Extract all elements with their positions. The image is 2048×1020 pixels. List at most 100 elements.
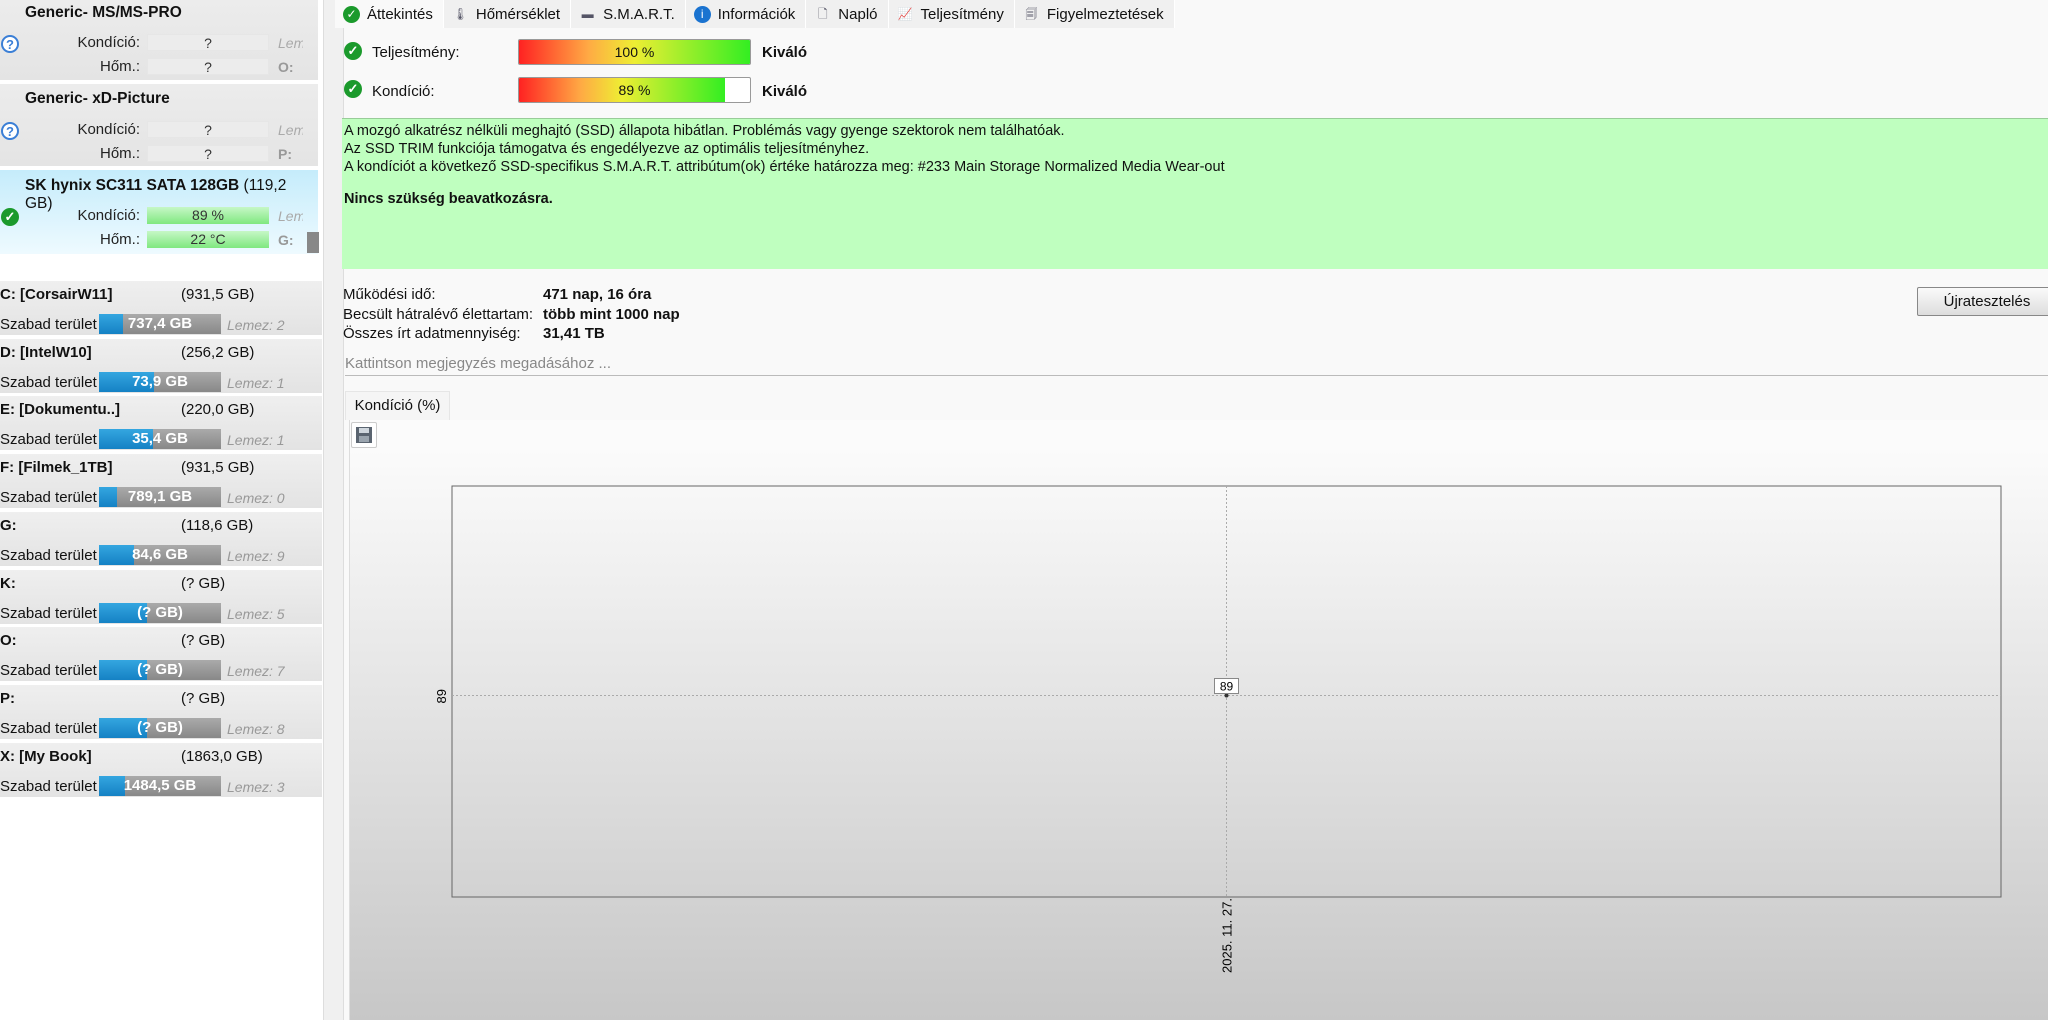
temp-value: 22 °C (147, 231, 269, 248)
free-space-label: Szabad terület (0, 719, 97, 737)
tab-performance-chart[interactable]: 📈 Teljesítmény (888, 0, 1015, 28)
panel-splitter[interactable] (324, 0, 344, 1020)
disk-number: Lemez: 2 (227, 317, 285, 333)
check-icon: ✓ (344, 42, 362, 60)
drive-size: (931,5 GB) (181, 459, 255, 477)
drive-item[interactable]: K: (? GB) Szabad terület (? GB) Lemez: 5 (0, 569, 322, 626)
tab-alerts[interactable]: 🗐 Figyelmeztetések (1014, 0, 1175, 28)
device-item-xd-picture[interactable]: Generic- xD-Picture ? Kondíció: ? Lem Hő… (0, 84, 318, 168)
drive-item[interactable]: O: (? GB) Szabad terület (? GB) Lemez: 7 (0, 627, 322, 684)
drive-item[interactable]: G: (118,6 GB) Szabad terület 84,6 GB Lem… (0, 511, 322, 568)
temp-value: ? (147, 58, 269, 75)
drive-letter: P: (278, 146, 292, 162)
free-space-value: 73,9 GB (132, 372, 188, 390)
disk-number: Lemez: 9 (227, 547, 285, 564)
drive-item[interactable]: E: [Dokumentu..] (220,0 GB) Szabad terül… (0, 396, 322, 453)
free-space-bar: (? GB) (99, 717, 221, 738)
performance-bar: 100 % (518, 39, 751, 65)
tab-label: Figyelmeztetések (1046, 5, 1164, 23)
drive-name: F: [Filmek_1TB] (0, 459, 113, 477)
condition-label: Kondíció: (77, 34, 140, 51)
drive-name: K: (0, 574, 16, 592)
message-action: Nincs szükség beavatkozásra. (344, 191, 553, 207)
condition-bar-fill (519, 78, 725, 102)
free-space-label: Szabad terület (0, 489, 97, 507)
drive-name: X: [My Book] (0, 747, 92, 765)
free-space-value: (? GB) (137, 603, 183, 621)
disk-label: Lem (278, 122, 303, 138)
scrollbar-thumb[interactable] (307, 232, 319, 253)
drive-size: (118,6 GB) (181, 516, 254, 534)
free-space-label: Szabad terület (0, 777, 97, 795)
x-tick-label: 2025. 11. 27. (1220, 898, 1235, 973)
lifetime-value: több mint 1000 nap (543, 306, 680, 323)
drive-item[interactable]: P: (? GB) Szabad terület (? GB) Lemez: 8 (0, 684, 322, 741)
free-space-bar: 73,9 GB (99, 371, 221, 392)
temp-label: Hőm.: (99, 58, 140, 75)
free-space-bar: 1484,5 GB (99, 775, 221, 796)
tab-label: Áttekintés (367, 5, 433, 23)
drive-item[interactable]: C: [CorsairW11] (931,5 GB) Szabad terüle… (0, 281, 322, 337)
note-input[interactable]: Kattintson megjegyzés megadásához ... (345, 352, 2048, 376)
disk-label: Lem (278, 35, 303, 51)
used-space-fill (99, 371, 154, 392)
free-space-bar: 789,1 GB (99, 487, 221, 508)
drive-letter: O: (278, 59, 294, 75)
drive-item[interactable]: X: [My Book] (1863,0 GB) Szabad terület … (0, 742, 322, 799)
tab-info[interactable]: i Információk (685, 0, 807, 28)
tab-check[interactable]: ✓ Áttekintés (335, 0, 444, 28)
condition-value: ? (147, 121, 269, 138)
free-space-label: Szabad terület (0, 546, 97, 564)
message-line: Az SSD TRIM funkciója támogatva és enged… (344, 141, 870, 157)
tab-condition-chart[interactable]: Kondíció (%) (345, 391, 450, 420)
tab-label: S.M.A.R.T. (603, 5, 675, 23)
condition-label: Kondíció: (77, 207, 140, 224)
tab-label: Napló (838, 5, 878, 23)
performance-chart-icon: 📈 (897, 6, 913, 21)
used-space-fill (99, 775, 125, 796)
drive-item[interactable]: F: [Filmek_1TB] (931,5 GB) Szabad terüle… (0, 454, 322, 511)
tab-drive[interactable]: ▬ S.M.A.R.T. (571, 0, 686, 28)
free-space-value: 35,4 GB (132, 430, 188, 448)
retest-button[interactable]: Újratesztelés (1917, 287, 2048, 316)
free-space-label: Szabad terület (0, 604, 97, 622)
condition-label: Kondíció: (77, 121, 140, 138)
tab-label: Információk (717, 5, 796, 23)
check-icon: ✓ (1, 208, 19, 226)
drive-size: (1863,0 GB) (181, 747, 263, 765)
drive-size: (931,5 GB) (181, 286, 255, 303)
save-icon[interactable] (351, 422, 377, 448)
temp-value: ? (147, 145, 269, 162)
drive-name: G: (0, 516, 17, 534)
tab-thermometer[interactable]: 🌡 Hőmérséklet (443, 0, 572, 28)
drive-size: (256,2 GB) (181, 343, 255, 361)
condition-rating: Kiváló (762, 83, 808, 100)
question-icon: ? (1, 35, 19, 53)
device-item-sk-hynix[interactable]: SK hynix SC311 SATA 128GB (119,2 GB) ✓ K… (0, 170, 318, 256)
drive-size: (? GB) (181, 632, 226, 650)
document-icon: 🗋 (817, 6, 828, 21)
drive-item[interactable]: D: [IntelW10] (256,2 GB) Szabad terület … (0, 338, 322, 395)
disk-number: Lemez: 3 (227, 778, 285, 795)
performance-label: Teljesítmény: (372, 44, 460, 61)
drive-name: P: (0, 689, 15, 707)
written-value: 31,41 TB (543, 325, 605, 342)
check-icon: ✓ (344, 80, 362, 98)
disk-number: Lemez: 8 (227, 720, 285, 737)
used-space-fill (99, 544, 135, 565)
disk-number: Lemez: 7 (227, 663, 285, 680)
free-space-label: Szabad terület (0, 373, 97, 391)
used-space-fill (99, 717, 147, 738)
device-item-ms-pro[interactable]: Generic- MS/MS-PRO ? Kondíció: ? Lem Hőm… (0, 0, 318, 82)
data-label: 89 (1220, 680, 1234, 694)
disk-number: Lemez: 1 (227, 374, 285, 391)
condition-label: Kondíció: (372, 83, 435, 100)
data-point (1224, 693, 1229, 698)
free-space-value: 737,4 GB (127, 315, 193, 332)
drive-name: D: [IntelW10] (0, 343, 92, 361)
device-name: Generic- xD-Picture (25, 90, 170, 107)
thermometer-icon: 🌡 (452, 6, 468, 21)
free-space-bar: 737,4 GB (99, 314, 221, 334)
device-size: (119,2 GB) (25, 177, 287, 212)
tab-document[interactable]: 🗋 Napló (806, 0, 889, 28)
